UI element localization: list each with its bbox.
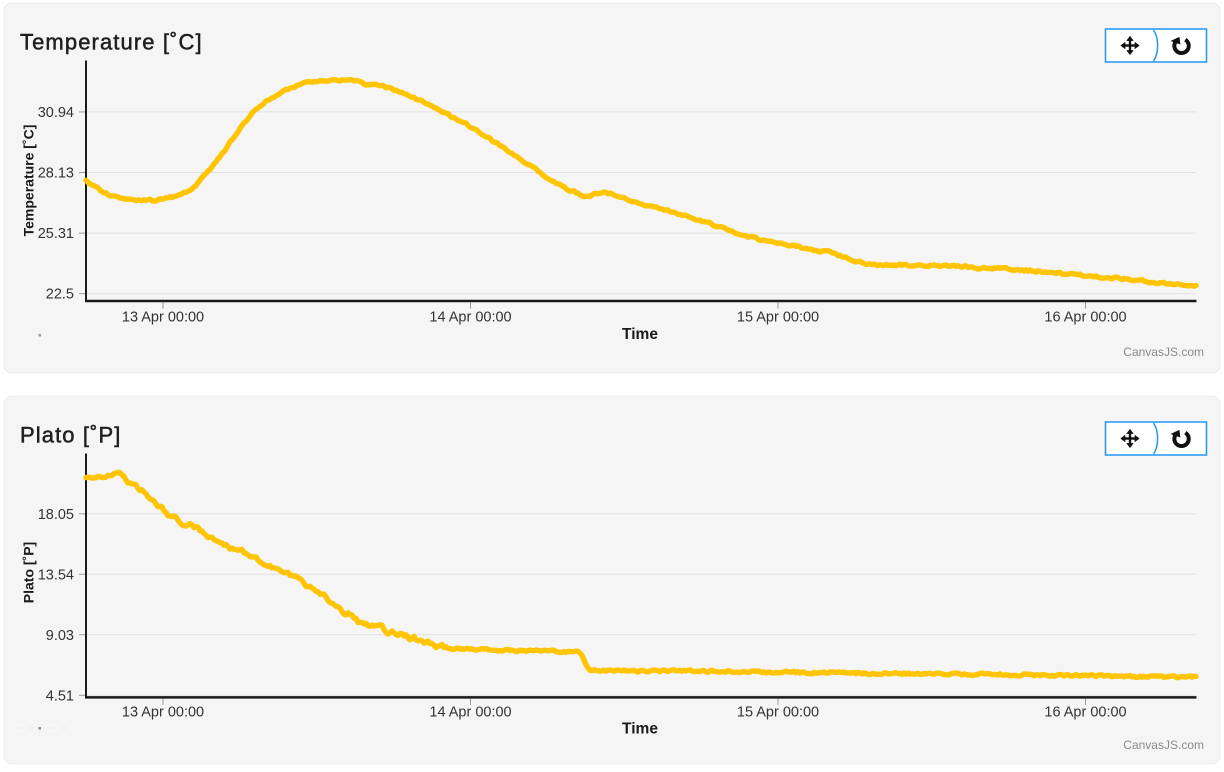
svg-text:CanvasJS.com: CanvasJS.com <box>1123 738 1204 752</box>
svg-text:13 Apr 00:00: 13 Apr 00:00 <box>122 310 204 326</box>
svg-text:Plato [˚P]: Plato [˚P] <box>20 423 121 448</box>
svg-text:Time: Time <box>622 326 658 343</box>
svg-text:28.13: 28.13 <box>38 166 74 182</box>
svg-text:14 Apr 00:00: 14 Apr 00:00 <box>429 705 511 721</box>
svg-text:CanvasJS.com: CanvasJS.com <box>1123 345 1204 359</box>
svg-text:25.31: 25.31 <box>38 226 74 242</box>
svg-text:Temperature [˚C]: Temperature [˚C] <box>21 125 37 237</box>
svg-text:14 Apr 00:00: 14 Apr 00:00 <box>429 310 511 326</box>
svg-text:13.54: 13.54 <box>38 567 74 583</box>
svg-text:16 Apr 00:00: 16 Apr 00:00 <box>1044 310 1126 326</box>
svg-text:22.5: 22.5 <box>46 287 74 303</box>
svg-text:9.03: 9.03 <box>46 628 74 644</box>
svg-text:Temperature [˚C]: Temperature [˚C] <box>20 30 203 55</box>
svg-text:4.51: 4.51 <box>46 688 74 704</box>
svg-text:16 Apr 00:00: 16 Apr 00:00 <box>1044 705 1126 721</box>
svg-text:Time: Time <box>622 721 658 738</box>
svg-text:18.05: 18.05 <box>38 507 74 523</box>
svg-text:15 Apr 00:00: 15 Apr 00:00 <box>737 310 819 326</box>
svg-text:30.94: 30.94 <box>38 105 74 121</box>
svg-text:15 Apr 00:00: 15 Apr 00:00 <box>737 705 819 721</box>
svg-text:Plato [˚P]: Plato [˚P] <box>21 542 37 603</box>
svg-text:13 Apr 00:00: 13 Apr 00:00 <box>122 705 204 721</box>
